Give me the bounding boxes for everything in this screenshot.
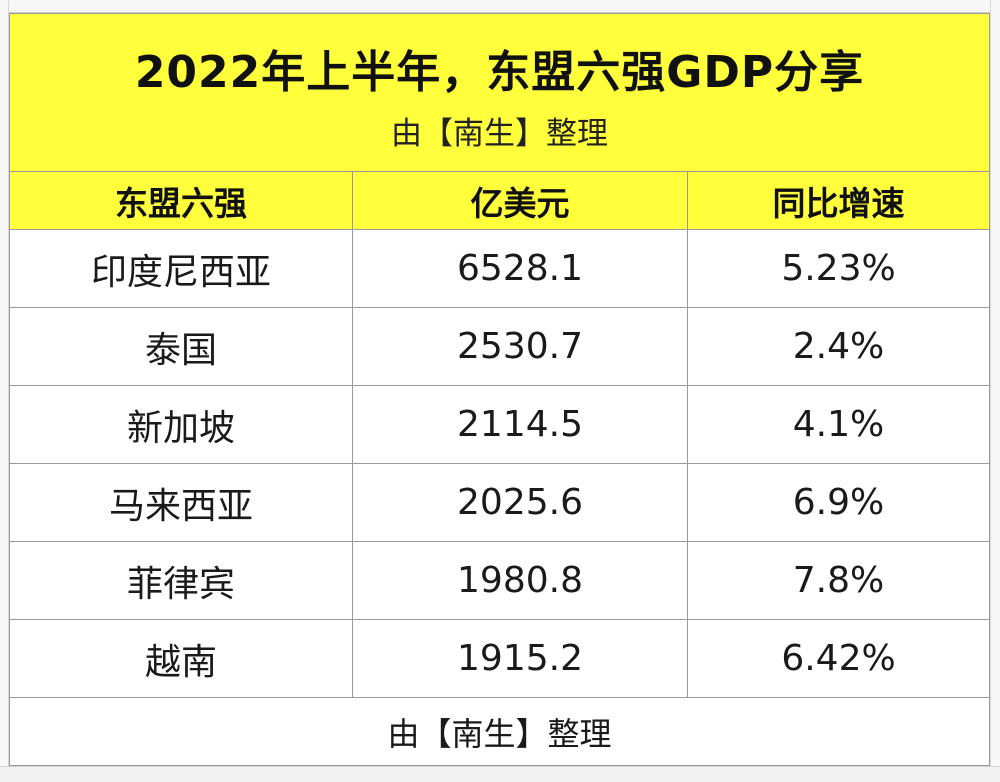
sheet-left-edge (0, 0, 9, 782)
gdp-cell: 6528.1 (353, 230, 688, 307)
growth-cell: 7.8% (792, 560, 885, 601)
table-row: 菲律宾 1980.8 7.8% (9, 542, 990, 620)
table-row: 印度尼西亚 6528.1 5.23% (9, 230, 990, 308)
sheet-right-edge (990, 0, 1000, 782)
growth-cell: 4.1% (792, 404, 885, 445)
gdp-cell: 1915.2 (353, 620, 688, 697)
gdp-table: 2022年上半年，东盟六强GDP分享 由【南生】整理 东盟六强 亿美元 同比增速… (9, 13, 990, 766)
header-growth: 同比增速 (772, 183, 905, 223)
title-block: 2022年上半年，东盟六强GDP分享 由【南生】整理 (9, 13, 990, 172)
growth-cell: 6.42% (781, 638, 896, 679)
footer-credit: 由【南生】整理 (387, 714, 612, 753)
gdp-cell: 2114.5 (353, 386, 688, 463)
gdp-cell: 1980.8 (353, 542, 688, 619)
growth-cell: 2.4% (792, 326, 885, 367)
header-country: 东盟六强 (10, 172, 353, 229)
country-cell: 印度尼西亚 (10, 230, 353, 307)
country-cell: 越南 (10, 620, 353, 697)
table-row: 马来西亚 2025.6 6.9% (9, 464, 990, 542)
growth-cell: 6.9% (792, 482, 885, 523)
country-cell: 新加坡 (10, 386, 353, 463)
gdp-cell: 2025.6 (353, 464, 688, 541)
header-gdp: 亿美元 (353, 172, 688, 229)
growth-cell: 5.23% (781, 248, 896, 289)
sheet-bottom-edge (0, 766, 1000, 782)
table-title: 2022年上半年，东盟六强GDP分享 (134, 47, 865, 98)
table-row: 泰国 2530.7 2.4% (9, 308, 990, 386)
gdp-cell: 2530.7 (353, 308, 688, 385)
country-cell: 泰国 (10, 308, 353, 385)
footer-row: 由【南生】整理 (9, 698, 990, 766)
sheet-top-edge (0, 0, 1000, 13)
table-row: 越南 1915.2 6.42% (9, 620, 990, 698)
country-cell: 马来西亚 (10, 464, 353, 541)
header-row: 东盟六强 亿美元 同比增速 (9, 172, 990, 230)
table-subtitle: 由【南生】整理 (391, 116, 608, 152)
table-row: 新加坡 2114.5 4.1% (9, 386, 990, 464)
country-cell: 菲律宾 (10, 542, 353, 619)
